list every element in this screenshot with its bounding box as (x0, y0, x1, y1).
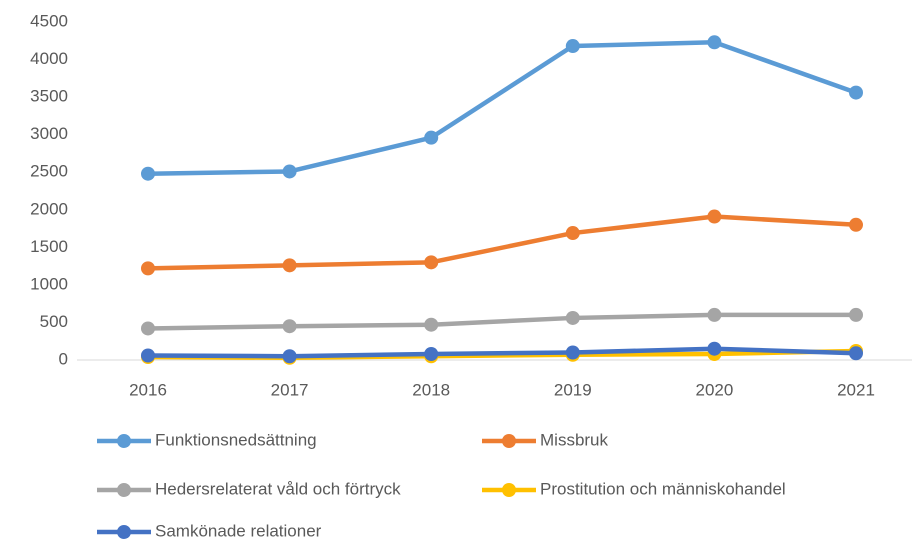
y-tick-label: 0 (59, 349, 68, 368)
series-line (147, 312, 856, 331)
x-tick-label: 2021 (837, 380, 875, 399)
marker (424, 255, 439, 270)
marker (565, 226, 580, 241)
legend-label: Funktionsnedsättning (155, 430, 317, 449)
y-tick-label: 3500 (30, 87, 68, 106)
series-line (147, 346, 857, 359)
y-tick-label: 1000 (30, 274, 68, 293)
legend-marker (117, 525, 131, 539)
marker (141, 166, 155, 181)
y-tick-label: 4500 (30, 11, 68, 30)
marker (707, 307, 722, 322)
x-tick-label: 2017 (271, 380, 309, 399)
marker (565, 39, 580, 54)
x-tick-label: 2019 (554, 380, 592, 399)
marker (282, 349, 297, 364)
marker (424, 346, 439, 361)
series-line (147, 40, 857, 176)
legend-label: Hedersrelaterat våld och förtryck (155, 479, 401, 498)
marker (282, 319, 297, 334)
x-tick-label: 2020 (695, 380, 733, 399)
marker (707, 341, 722, 356)
marker (849, 346, 863, 361)
legend-label: Samkönade relationer (155, 521, 322, 540)
marker (141, 321, 155, 336)
y-tick-label: 4000 (30, 49, 68, 68)
marker (707, 35, 722, 50)
marker (849, 217, 863, 232)
marker (424, 130, 439, 145)
marker (849, 85, 863, 100)
marker (141, 348, 155, 363)
marker (565, 310, 580, 325)
x-tick-label: 2018 (412, 380, 450, 399)
y-tick-label: 2500 (30, 162, 68, 181)
legend-marker (117, 483, 131, 497)
y-tick-label: 3000 (30, 124, 68, 143)
marker (707, 209, 722, 224)
marker (141, 261, 155, 276)
legend-marker (502, 483, 516, 497)
series-line (147, 214, 857, 271)
marker (565, 345, 580, 360)
y-tick-label: 1500 (30, 237, 68, 256)
marker (424, 317, 439, 332)
marker (282, 164, 297, 179)
y-tick-label: 500 (40, 312, 68, 331)
legend-marker (502, 434, 516, 448)
legend-label: Missbruk (540, 430, 609, 449)
x-tick-label: 2016 (129, 380, 167, 399)
marker (849, 307, 863, 322)
legend-label: Prostitution och människohandel (540, 479, 786, 498)
marker (282, 258, 297, 273)
y-tick-label: 2000 (30, 199, 68, 218)
legend-marker (117, 434, 131, 448)
